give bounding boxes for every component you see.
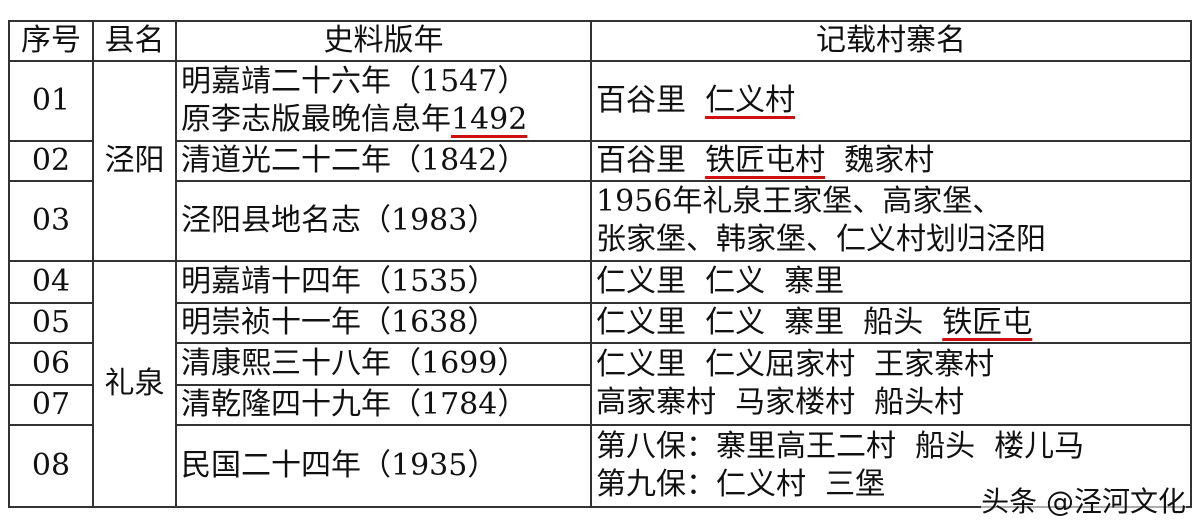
records-cell: 百谷里 仁义村	[590, 60, 1192, 142]
table-row: 01 泾阳 明嘉靖二十六年（1547） 原李志版最晚信息年1492 百谷里 仁义村	[8, 60, 1192, 262]
records-cell: 仁义里 仁义 寨里	[590, 260, 1192, 304]
village-text: 魏家村	[825, 143, 935, 178]
source-cell: 泾阳县地名志（1983）	[175, 180, 592, 262]
row-number: 07	[8, 384, 94, 426]
source-cell: 民国二十四年（1935）	[175, 424, 592, 508]
header-source: 史料版年	[175, 20, 592, 62]
village-text: 张家堡、韩家堡、仁义村划归泾阳	[596, 222, 1046, 257]
table-row: 04 礼泉 明嘉靖十四年（1535） 仁义里 仁义 寨里	[8, 260, 1192, 508]
village-text: 仁义里 仁义 寨里 船头	[596, 305, 943, 340]
source-line: 原李志版最晚信息年1492	[181, 101, 586, 139]
header-row: 序号 县名 史料版年 记载村寨名	[8, 20, 1192, 62]
records-cell: 百谷里 铁匠屯村 魏家村	[590, 140, 1192, 182]
records-line: 百谷里 铁匠屯村 魏家村	[596, 143, 1186, 179]
header-no: 序号	[8, 20, 94, 62]
records-line: 第八保：寨里高王二村 船头 楼儿马	[596, 428, 1186, 466]
header-records: 记载村寨名	[590, 20, 1192, 62]
table-row: 02 清道光二十二年（1842） 百谷里 铁匠屯村 魏家村	[8, 140, 1192, 182]
records-cell: 1956年礼泉王家堡、高家堡、 张家堡、韩家堡、仁义村划归泾阳	[590, 180, 1192, 262]
highlighted-village: 仁义村	[705, 83, 796, 118]
county-cell: 泾阳	[92, 60, 177, 262]
source-cell: 清乾隆四十九年（1784）	[175, 384, 592, 426]
records-line: 高家寨村 马家楼村 船头村	[596, 384, 1186, 422]
source-cell: 清康熙三十八年（1699）	[175, 342, 592, 386]
records-line: 张家堡、韩家堡、仁义村划归泾阳	[596, 221, 1186, 259]
records-line: 仁义里 仁义屈家村 王家寨村	[596, 346, 1186, 384]
source-cell: 明崇祯十一年（1638）	[175, 302, 592, 344]
table-row: 03 泾阳县地名志（1983） 1956年礼泉王家堡、高家堡、 张家堡、韩家堡、仁义村…	[8, 180, 1192, 262]
records-line: 百谷里 仁义村	[596, 82, 1186, 120]
row-number: 05	[8, 302, 94, 344]
village-text: 高家寨村 马家楼村 船头村	[596, 385, 965, 420]
village-text: 1956年礼泉王家堡、高家堡、	[596, 184, 1003, 219]
row-number: 08	[8, 424, 94, 508]
source-cell: 明嘉靖二十六年（1547） 原李志版最晚信息年1492	[175, 60, 592, 142]
highlighted-year: 1492	[451, 102, 528, 137]
records-line: 第九保：仁义村 三堡	[596, 466, 1186, 504]
row-number: 02	[8, 140, 94, 182]
records-line: 仁义里 仁义 寨里 船头 铁匠屯	[596, 305, 1186, 341]
records-line: 仁义里 仁义 寨里	[596, 263, 1186, 301]
table-row: 06 清康熙三十八年（1699） 仁义里 仁义屈家村 王家寨村 高家寨村 马家楼村 船…	[8, 342, 1192, 426]
row-number: 06	[8, 342, 94, 386]
header-county: 县名	[92, 20, 177, 62]
source-cell: 明嘉靖十四年（1535）	[175, 260, 592, 304]
village-text: 仁义里 仁义屈家村 王家寨村	[596, 347, 995, 382]
table-row: 07 清乾隆四十九年（1784）	[8, 384, 1191, 426]
village-text: 第九保：仁义村 三堡	[596, 467, 886, 502]
records-line: 1956年礼泉王家堡、高家堡、	[596, 183, 1186, 221]
source-cell: 清道光二十二年（1842）	[175, 140, 592, 182]
village-text: 第八保：寨里高王二村 船头 楼儿马	[596, 429, 1085, 464]
village-records-table: 序号 县名 史料版年 记载村寨名 01 泾阳 明嘉靖二十六年（1547） 原李志版最晚…	[8, 20, 1192, 508]
source-line: 明嘉靖二十六年（1547）	[181, 64, 528, 99]
source-text: 原李志版最晚信息年	[181, 102, 451, 137]
row-number: 01	[8, 60, 94, 142]
watermark: 头条 @泾河文化	[981, 480, 1186, 520]
village-text: 百谷里	[596, 143, 706, 178]
records-cell: 仁义里 仁义屈家村 王家寨村 高家寨村 马家楼村 船头村	[590, 342, 1192, 426]
village-text: 百谷里	[596, 83, 706, 118]
village-text: 仁义里 仁义 寨里	[596, 264, 845, 299]
row-number: 04	[8, 260, 94, 304]
table-row: 05 明崇祯十一年（1638） 仁义里 仁义 寨里 船头 铁匠屯	[8, 302, 1192, 344]
county-cell: 礼泉	[92, 260, 177, 508]
highlighted-village: 铁匠屯村	[705, 143, 826, 178]
records-cell: 仁义里 仁义 寨里 船头 铁匠屯	[590, 302, 1192, 344]
row-number: 03	[8, 180, 94, 262]
highlighted-village: 铁匠屯	[942, 305, 1033, 340]
